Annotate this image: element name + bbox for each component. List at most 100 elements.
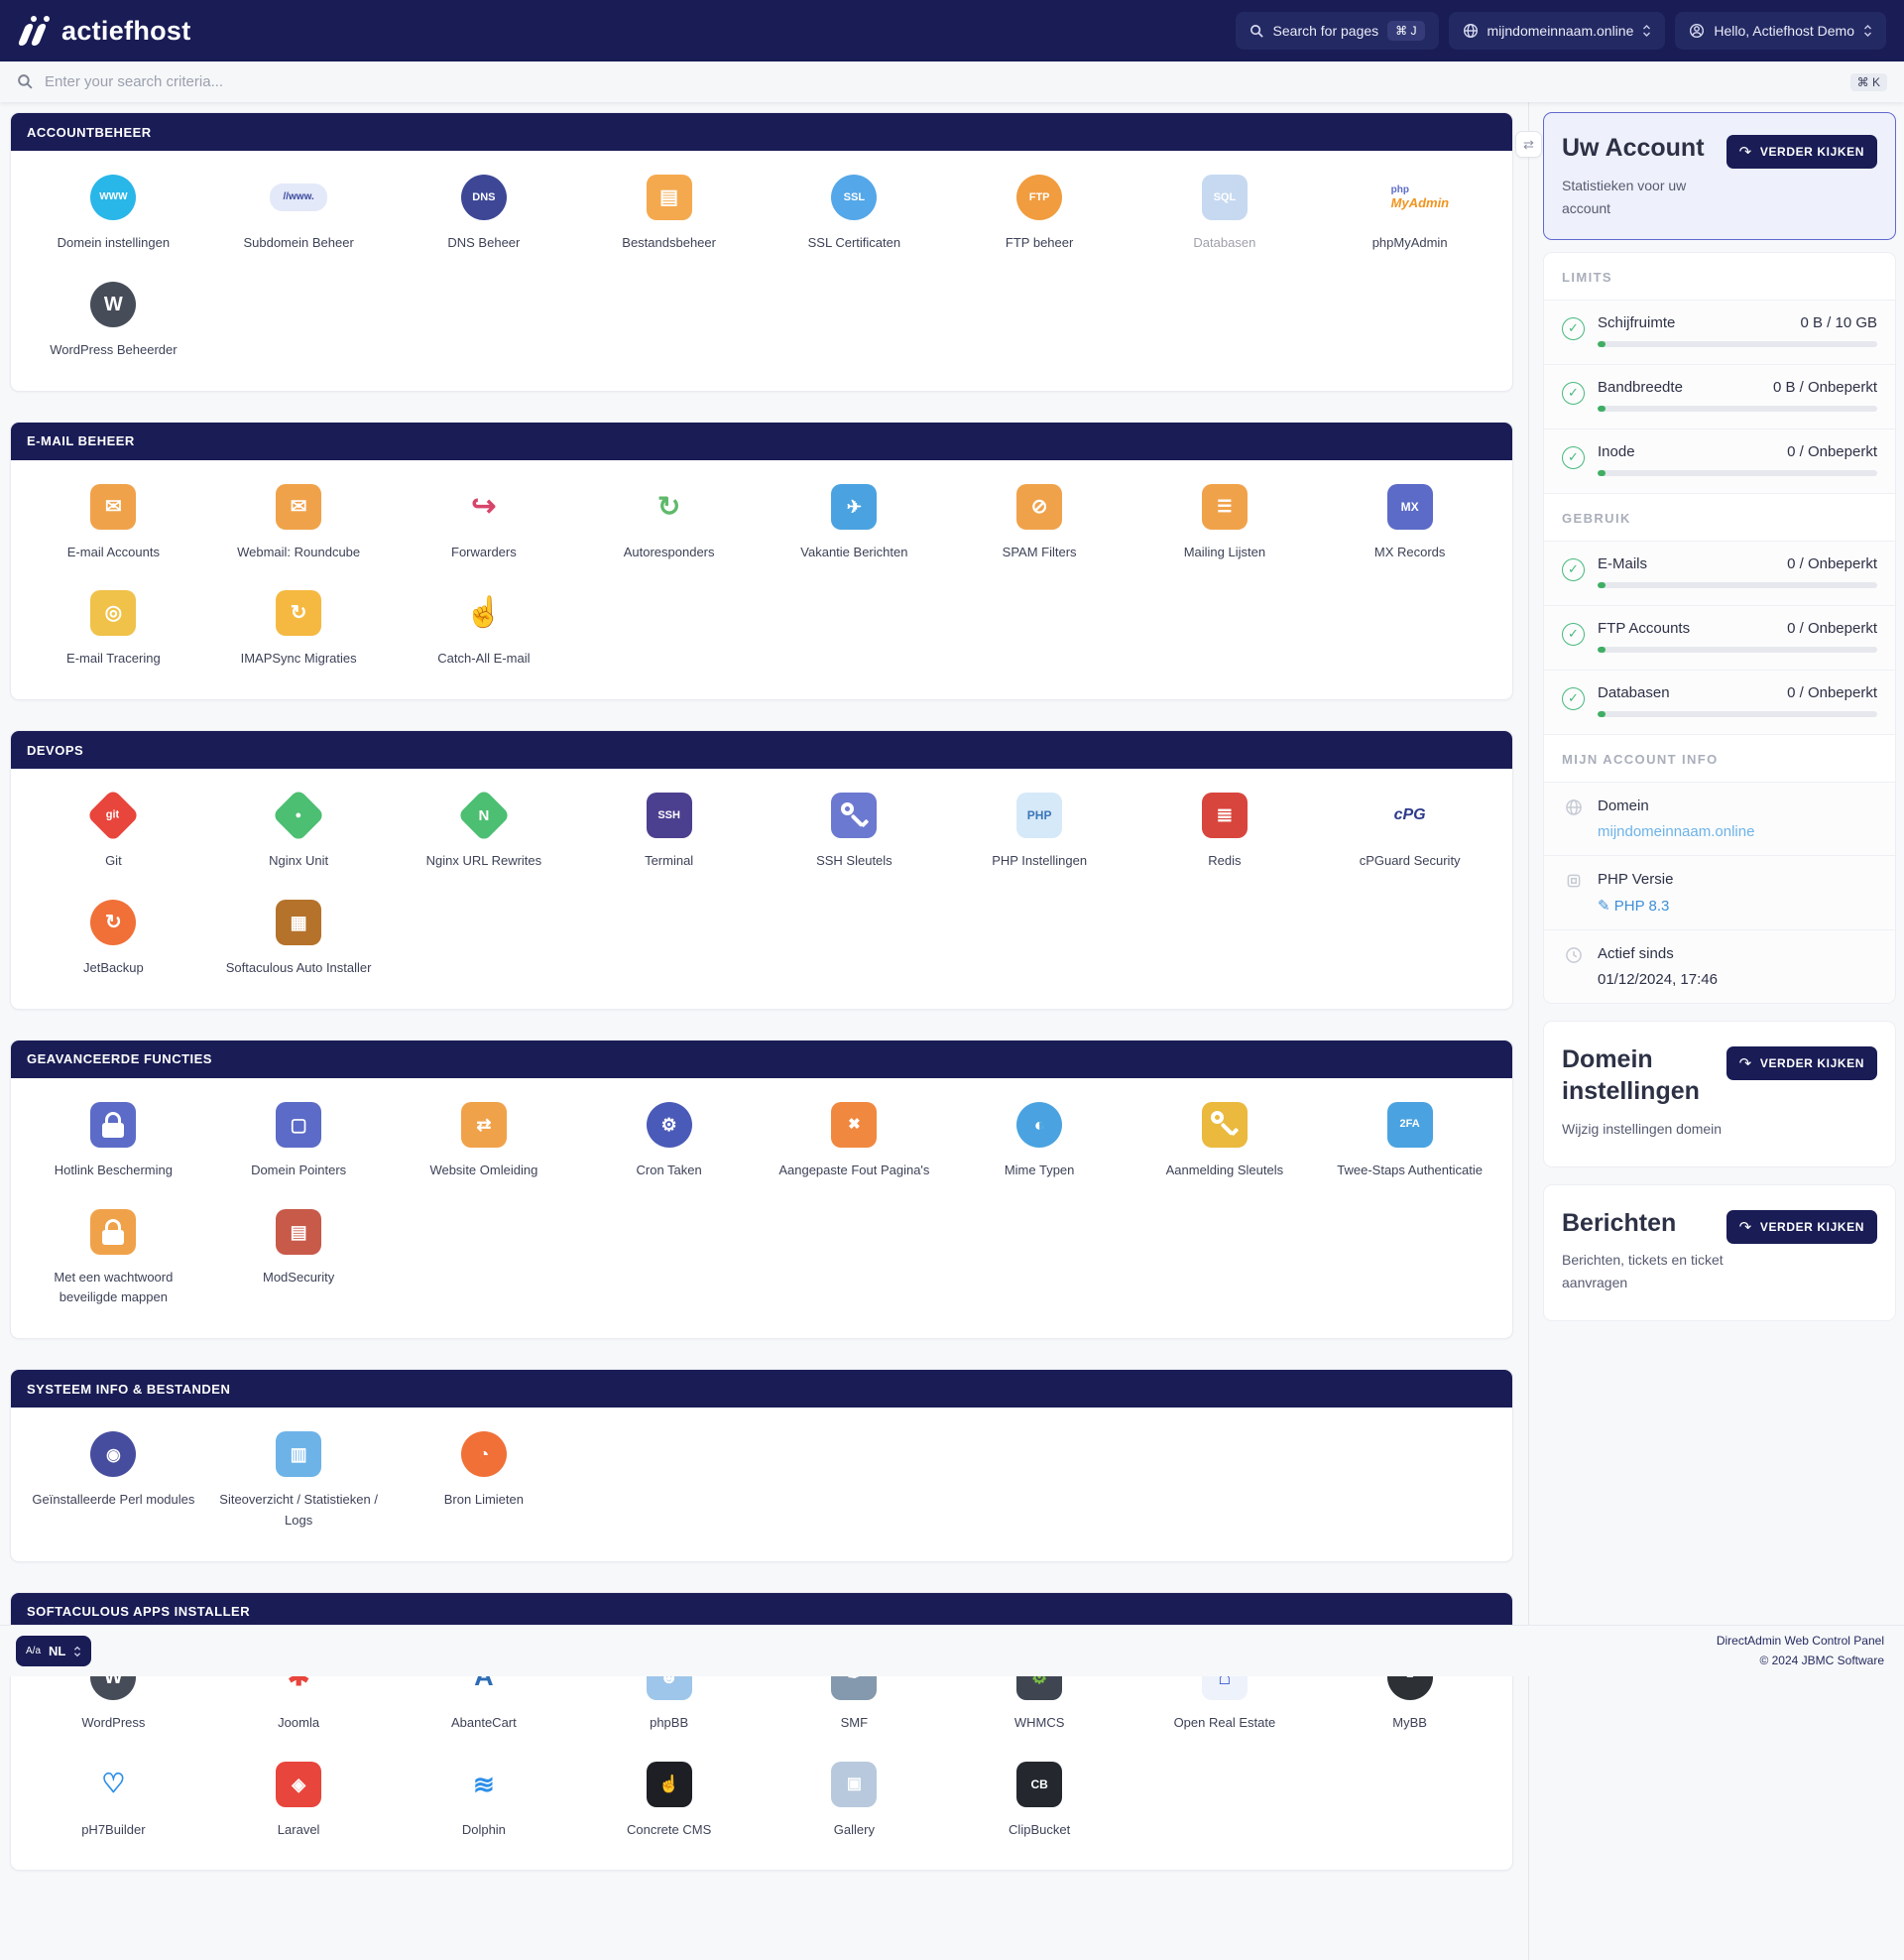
actiefhost-logo[interactable]: actiefhost	[18, 16, 191, 47]
ssl-badge-icon: SSL	[831, 175, 877, 220]
clipbucket-logo: CB	[1016, 1762, 1062, 1807]
app-item-imapsync-migraties[interactable]: ↻IMAPSync Migraties	[206, 590, 392, 670]
domain-settings-verder-kijken-button[interactable]: ↷ VERDER KIJKEN	[1726, 1046, 1877, 1080]
app-item-domein-pointers[interactable]: ▢Domein Pointers	[206, 1102, 392, 1181]
app-item-mime-typen[interactable]: ◐Mime Typen	[947, 1102, 1132, 1181]
info-value-php-versie[interactable]: ✎ PHP 8.3	[1598, 897, 1673, 915]
monitor-icon: ▢	[276, 1102, 321, 1148]
app-item-redis[interactable]: ≣Redis	[1132, 793, 1318, 872]
vacation-message-icon: ✈	[831, 484, 877, 530]
actiefhost-logo-icon	[18, 16, 52, 46]
app-item-laravel[interactable]: ◈Laravel	[206, 1762, 392, 1841]
section-header: SYSTEEM INFO & BESTANDEN	[11, 1370, 1512, 1408]
translate-icon: A/a	[26, 1646, 41, 1656]
app-item-label: Forwarders	[451, 543, 517, 563]
user-menu[interactable]: Hello, Actiefhost Demo	[1675, 12, 1886, 50]
check-circle-icon: ✓	[1562, 558, 1585, 581]
app-item-nginx-unit[interactable]: ●Nginx Unit	[206, 793, 392, 872]
domain-selector[interactable]: mijndomeinnaam.online	[1449, 12, 1666, 50]
section-title: E-MAIL BEHEER	[27, 433, 135, 448]
app-item-label: Geïnstalleerde Perl modules	[32, 1490, 194, 1511]
app-item-autoresponders[interactable]: ↻Autoresponders	[576, 484, 762, 563]
app-item-aangepaste-fout-pagina-s[interactable]: ✖Aangepaste Fout Pagina's	[762, 1102, 947, 1181]
app-item-bron-limieten[interactable]: ◔Bron Limieten	[392, 1431, 577, 1531]
app-item-spam-filters[interactable]: ⊘SPAM Filters	[947, 484, 1132, 563]
app-grid: ✉E-mail Accounts✉Webmail: Roundcube↪Forw…	[11, 460, 1512, 700]
app-item-met-een-wachtwoord-beveiligde-mappen[interactable]: Met een wachtwoord beveiligde mappen	[21, 1209, 206, 1309]
app-item-softaculous-auto-installer[interactable]: ▦Softaculous Auto Installer	[206, 900, 392, 979]
jetbackup-logo: ↻	[90, 900, 136, 945]
app-item-cron-taken[interactable]: ⚙Cron Taken	[576, 1102, 762, 1181]
language-selector[interactable]: A/a NL	[16, 1636, 91, 1666]
app-item-ph7builder[interactable]: ♡pH7Builder	[21, 1762, 206, 1841]
app-item-label: Bron Limieten	[444, 1490, 524, 1511]
app-item-catch-all-e-mail[interactable]: ☝Catch-All E-mail	[392, 590, 577, 670]
error-page-icon: ✖	[831, 1102, 877, 1148]
domain-selector-value: mijndomeinnaam.online	[1488, 23, 1634, 39]
app-item-website-omleiding[interactable]: ⇄Website Omleiding	[392, 1102, 577, 1181]
app-item-subdomein-beheer[interactable]: //www.Subdomein Beheer	[206, 175, 392, 254]
search-input[interactable]	[45, 73, 1840, 90]
app-item-label: FTP beheer	[1006, 233, 1073, 254]
stat-value: 0 B / 10 GB	[1800, 314, 1877, 331]
url-bar-icon: //www.	[270, 184, 327, 211]
app-item-siteoverzicht-statistieken-logs[interactable]: ▥Siteoverzicht / Statistieken / Logs	[206, 1431, 392, 1531]
envelope-icon: ✉	[90, 484, 136, 530]
app-item-aanmelding-sleutels[interactable]: Aanmelding Sleutels	[1132, 1102, 1318, 1181]
app-item-label: Databasen	[1193, 233, 1255, 254]
section-header: ACCOUNTBEHEER	[11, 113, 1512, 151]
app-item-ge-nstalleerde-perl-modules[interactable]: ◉Geïnstalleerde Perl modules	[21, 1431, 206, 1531]
app-item-modsecurity[interactable]: ▤ModSecurity	[206, 1209, 392, 1309]
app-item-vakantie-berichten[interactable]: ✈Vakantie Berichten	[762, 484, 947, 563]
app-item-hotlink-bescherming[interactable]: Hotlink Bescherming	[21, 1102, 206, 1181]
app-item-concrete-cms[interactable]: ☝Concrete CMS	[576, 1762, 762, 1841]
email-trace-icon: ◎	[90, 590, 136, 636]
redo-arrow-icon: ↷	[1739, 1054, 1752, 1072]
app-item-mailing-lijsten[interactable]: ☰Mailing Lijsten	[1132, 484, 1318, 563]
app-item-label: ModSecurity	[263, 1268, 334, 1288]
section-header: DEVOPS	[11, 731, 1512, 769]
app-item-dolphin[interactable]: ≋Dolphin	[392, 1762, 577, 1841]
section-title: GEAVANCEERDE FUNCTIES	[27, 1051, 212, 1066]
app-item-e-mail-accounts[interactable]: ✉E-mail Accounts	[21, 484, 206, 563]
app-item-e-mail-tracering[interactable]: ◎E-mail Tracering	[21, 590, 206, 670]
app-item-webmail-roundcube[interactable]: ✉Webmail: Roundcube	[206, 484, 392, 563]
mailing-list-icon: ☰	[1202, 484, 1248, 530]
app-item-jetbackup[interactable]: ↻JetBackup	[21, 900, 206, 979]
pencil-icon: ✎	[1598, 898, 1614, 915]
chevron-updown-icon	[1642, 23, 1651, 39]
search-pages-button[interactable]: Search for pages ⌘ J	[1236, 12, 1439, 50]
swap-columns-button[interactable]: ⇄	[1515, 131, 1542, 158]
account-verder-kijken-button[interactable]: ↷ VERDER KIJKEN	[1726, 135, 1877, 169]
wordpress-logo: W	[90, 282, 136, 327]
spam-filter-icon: ⊘	[1016, 484, 1062, 530]
ssh-key-icon	[831, 793, 877, 838]
globe-icon	[1463, 23, 1479, 39]
swap-icon: ⇄	[1523, 137, 1534, 153]
app-item-gallery[interactable]: ▣Gallery	[762, 1762, 947, 1841]
app-item-forwarders[interactable]: ↪Forwarders	[392, 484, 577, 563]
info-value-domein[interactable]: mijndomeinnaam.online	[1598, 823, 1754, 840]
messages-verder-kijken-button[interactable]: ↷ VERDER KIJKEN	[1726, 1210, 1877, 1244]
app-item-ssh-sleutels[interactable]: SSH Sleutels	[762, 793, 947, 872]
app-item-bestandsbeheer[interactable]: ▤Bestandsbeheer	[576, 175, 762, 254]
app-item-label: Nginx URL Rewrites	[426, 851, 542, 872]
